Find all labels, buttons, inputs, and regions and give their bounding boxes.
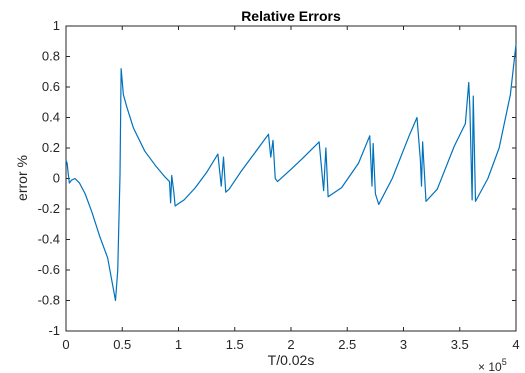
x-tick-label: 2.5 xyxy=(338,337,356,352)
x-tick-label: 4 xyxy=(512,337,519,352)
x-tick-label: 3.5 xyxy=(451,337,469,352)
y-tick-label: 0.4 xyxy=(42,110,60,125)
x-tick-label: 1 xyxy=(175,337,182,352)
x-tick-label: 0 xyxy=(62,337,69,352)
series-layer xyxy=(65,44,517,302)
y-tick-label: -0.6 xyxy=(38,262,60,277)
y-axis-ticks: -1 -0.8 -0.6 -0.4 -0.2 0 0.2 0.4 0.6 0.8 1 xyxy=(38,18,516,338)
x-axis-exponent-base: × 10 xyxy=(478,360,502,373)
y-tick-label: -1 xyxy=(48,323,60,338)
x-tick-label: 2 xyxy=(287,337,294,352)
plot-area: 0 0.5 1 1.5 2 2.5 3 3.5 4 -1 -0.8 -0.6 -0.4 -0.2 0 0.2… xyxy=(38,18,520,352)
x-axis-exponent: × 105 xyxy=(478,357,507,373)
x-tick-label: 3 xyxy=(400,337,407,352)
y-tick-label: 0.6 xyxy=(42,79,60,94)
x-axis-title: T/0.02s xyxy=(268,352,315,368)
y-tick-label: -0.2 xyxy=(38,201,60,216)
plot-frame xyxy=(65,25,517,332)
y-tick-label: 0.2 xyxy=(42,140,60,155)
relative-error-line xyxy=(65,44,517,302)
y-tick-label: -0.8 xyxy=(38,293,60,308)
y-tick-label: 0.8 xyxy=(42,49,60,64)
y-axis-title: error % xyxy=(14,155,30,201)
x-axis-ticks: 0 0.5 1 1.5 2 2.5 3 3.5 4 xyxy=(62,26,520,352)
y-tick-label: -0.4 xyxy=(38,232,60,247)
x-tick-label: 1.5 xyxy=(226,337,244,352)
x-tick-label: 0.5 xyxy=(113,337,131,352)
chart-title: Relative Errors xyxy=(241,8,341,24)
x-axis-exponent-power: 5 xyxy=(502,357,507,367)
y-tick-label: 0 xyxy=(53,171,60,186)
y-tick-label: 1 xyxy=(53,18,60,33)
